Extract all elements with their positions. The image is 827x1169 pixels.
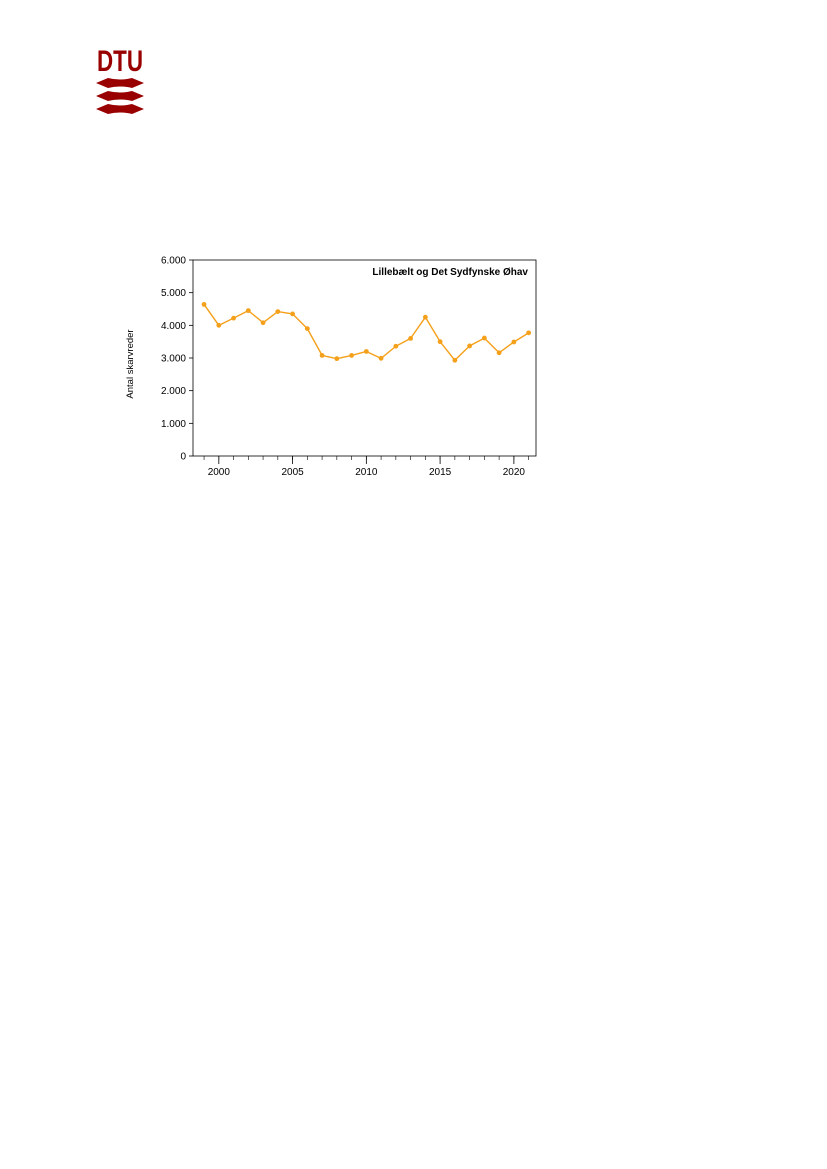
x-tick-label: 2000 [208, 467, 231, 478]
data-point [467, 343, 473, 349]
data-point [437, 339, 443, 345]
data-point [363, 349, 369, 354]
x-tick-label: 2015 [429, 467, 452, 478]
y-tick-label: 4.000 [161, 321, 186, 332]
data-point [408, 336, 414, 341]
skarvreder-chart: 0 1.000 2.000 3.000 4.000 5.000 6.000 2000 2005 2… [125, 256, 537, 478]
data-point [319, 352, 325, 358]
data-point [511, 339, 517, 345]
data-point [290, 311, 295, 317]
data-point [245, 308, 251, 314]
data-point [422, 314, 428, 320]
chart-title: Lillebælt og Det Sydfynske Øhav [372, 267, 528, 278]
dtu-logo-text: DTU [97, 45, 143, 78]
data-point [260, 320, 266, 326]
y-tick-label: 5.000 [161, 288, 186, 299]
y-tick-label: 1.000 [161, 419, 186, 430]
data-point [481, 335, 487, 341]
data-point [349, 352, 354, 358]
data-point [304, 326, 310, 331]
data-point [216, 322, 222, 328]
data-point [334, 356, 340, 362]
data-point [231, 315, 236, 321]
y-tick-label: 6.000 [161, 256, 186, 267]
data-point [496, 350, 502, 356]
data-point [393, 343, 399, 349]
data-point [452, 357, 458, 363]
y-axis-label: Antal skarvreder [125, 329, 136, 398]
data-point [201, 302, 207, 307]
dtu-logo: DTU [96, 45, 144, 114]
x-tick-label: 2010 [355, 467, 378, 478]
dtu-logo-wave-1 [96, 78, 144, 88]
y-tick-label: 0 [180, 452, 186, 463]
x-tick-label: 2005 [281, 467, 304, 478]
x-tick-label: 2020 [503, 467, 526, 478]
data-point [378, 355, 384, 361]
y-tick-label: 2.000 [161, 386, 186, 397]
y-tick-label: 3.000 [161, 354, 186, 365]
data-point [275, 309, 281, 315]
plot-frame [192, 259, 537, 457]
data-point [526, 330, 532, 336]
dtu-logo-wave-3 [96, 104, 144, 114]
dtu-logo-wave-2 [96, 91, 144, 101]
